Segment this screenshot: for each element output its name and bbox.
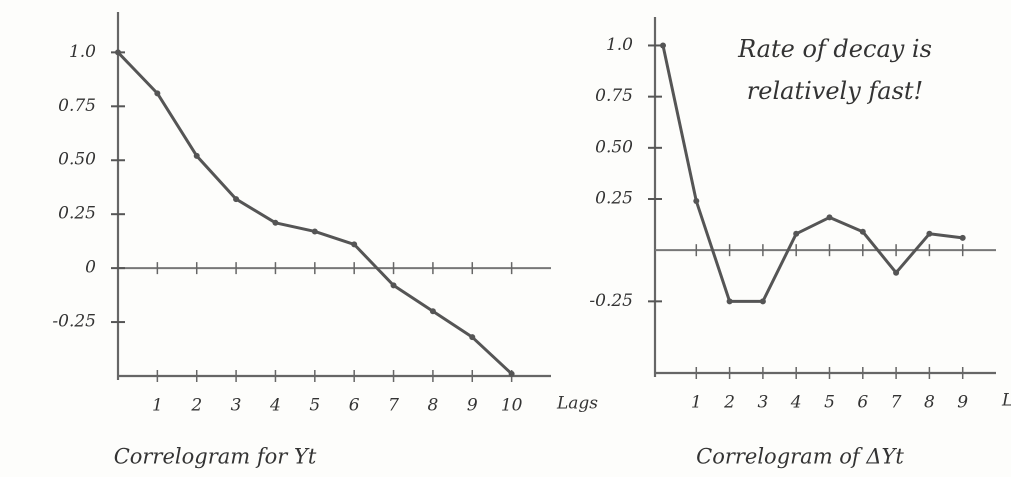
x-tick-label: 5 bbox=[309, 396, 320, 416]
chart-title: Correlogram for Yt bbox=[114, 445, 317, 469]
x-tick-label: 8 bbox=[924, 393, 935, 413]
annotation: Rate of decay is relatively fast! bbox=[738, 35, 932, 105]
point bbox=[859, 228, 866, 235]
point bbox=[193, 152, 200, 159]
point bbox=[154, 90, 161, 97]
x-axis-label: Lags bbox=[556, 394, 598, 414]
x-tick-label: 1 bbox=[691, 393, 702, 413]
x-tick-label: 5 bbox=[824, 393, 835, 413]
y-tick-label: 0.25 bbox=[595, 189, 633, 209]
y-tick-label: 1.0 bbox=[69, 42, 96, 62]
x-tick-label: 6 bbox=[349, 396, 360, 416]
point bbox=[272, 219, 279, 226]
y-tick-label: 0.50 bbox=[595, 137, 633, 157]
x-tick-label: 6 bbox=[857, 393, 868, 413]
point bbox=[893, 269, 900, 276]
x-tick-label: 2 bbox=[723, 393, 735, 413]
x-tick-label: 3 bbox=[757, 393, 768, 413]
point bbox=[390, 282, 397, 289]
point bbox=[659, 42, 666, 49]
point bbox=[429, 308, 436, 315]
x-tick-label: 4 bbox=[790, 393, 802, 413]
y-tick-label: -0.25 bbox=[589, 291, 633, 311]
point bbox=[508, 370, 515, 377]
x-tick-label: 9 bbox=[957, 393, 968, 413]
point bbox=[759, 298, 766, 305]
x-tick-label: 8 bbox=[427, 396, 438, 416]
point bbox=[115, 49, 121, 56]
y-tick-label: 1.0 bbox=[606, 35, 633, 55]
x-tick-label: 7 bbox=[891, 393, 902, 413]
x-tick-label: 9 bbox=[467, 396, 478, 416]
point bbox=[693, 198, 700, 205]
y-tick-label: 0.75 bbox=[58, 96, 96, 116]
x-tick-label: 10 bbox=[501, 396, 523, 416]
point bbox=[726, 298, 733, 305]
point bbox=[351, 241, 358, 248]
x-axis-label: Lags bbox=[1001, 391, 1011, 411]
x-tick-label: 7 bbox=[388, 396, 399, 416]
point bbox=[826, 214, 833, 221]
y-tick-label: 0.50 bbox=[58, 150, 96, 170]
y-tick-label: 0.75 bbox=[595, 86, 633, 106]
series-line bbox=[661, 45, 963, 303]
x-tick-label: 4 bbox=[269, 396, 281, 416]
point bbox=[311, 228, 318, 235]
x-tick-label: 3 bbox=[231, 396, 242, 416]
y-tick-label: 0 bbox=[85, 258, 96, 278]
point bbox=[793, 230, 800, 237]
x-tick-label: 1 bbox=[152, 396, 163, 416]
chart-title: Correlogram of ΔYt bbox=[696, 445, 904, 469]
point bbox=[233, 196, 240, 203]
y-tick-label: -0.25 bbox=[52, 312, 96, 332]
point bbox=[926, 230, 933, 237]
point bbox=[959, 234, 966, 241]
y-tick-label: 0.25 bbox=[58, 204, 96, 224]
point bbox=[469, 334, 476, 341]
series-line bbox=[116, 51, 513, 375]
x-tick-label: 2 bbox=[190, 396, 202, 416]
